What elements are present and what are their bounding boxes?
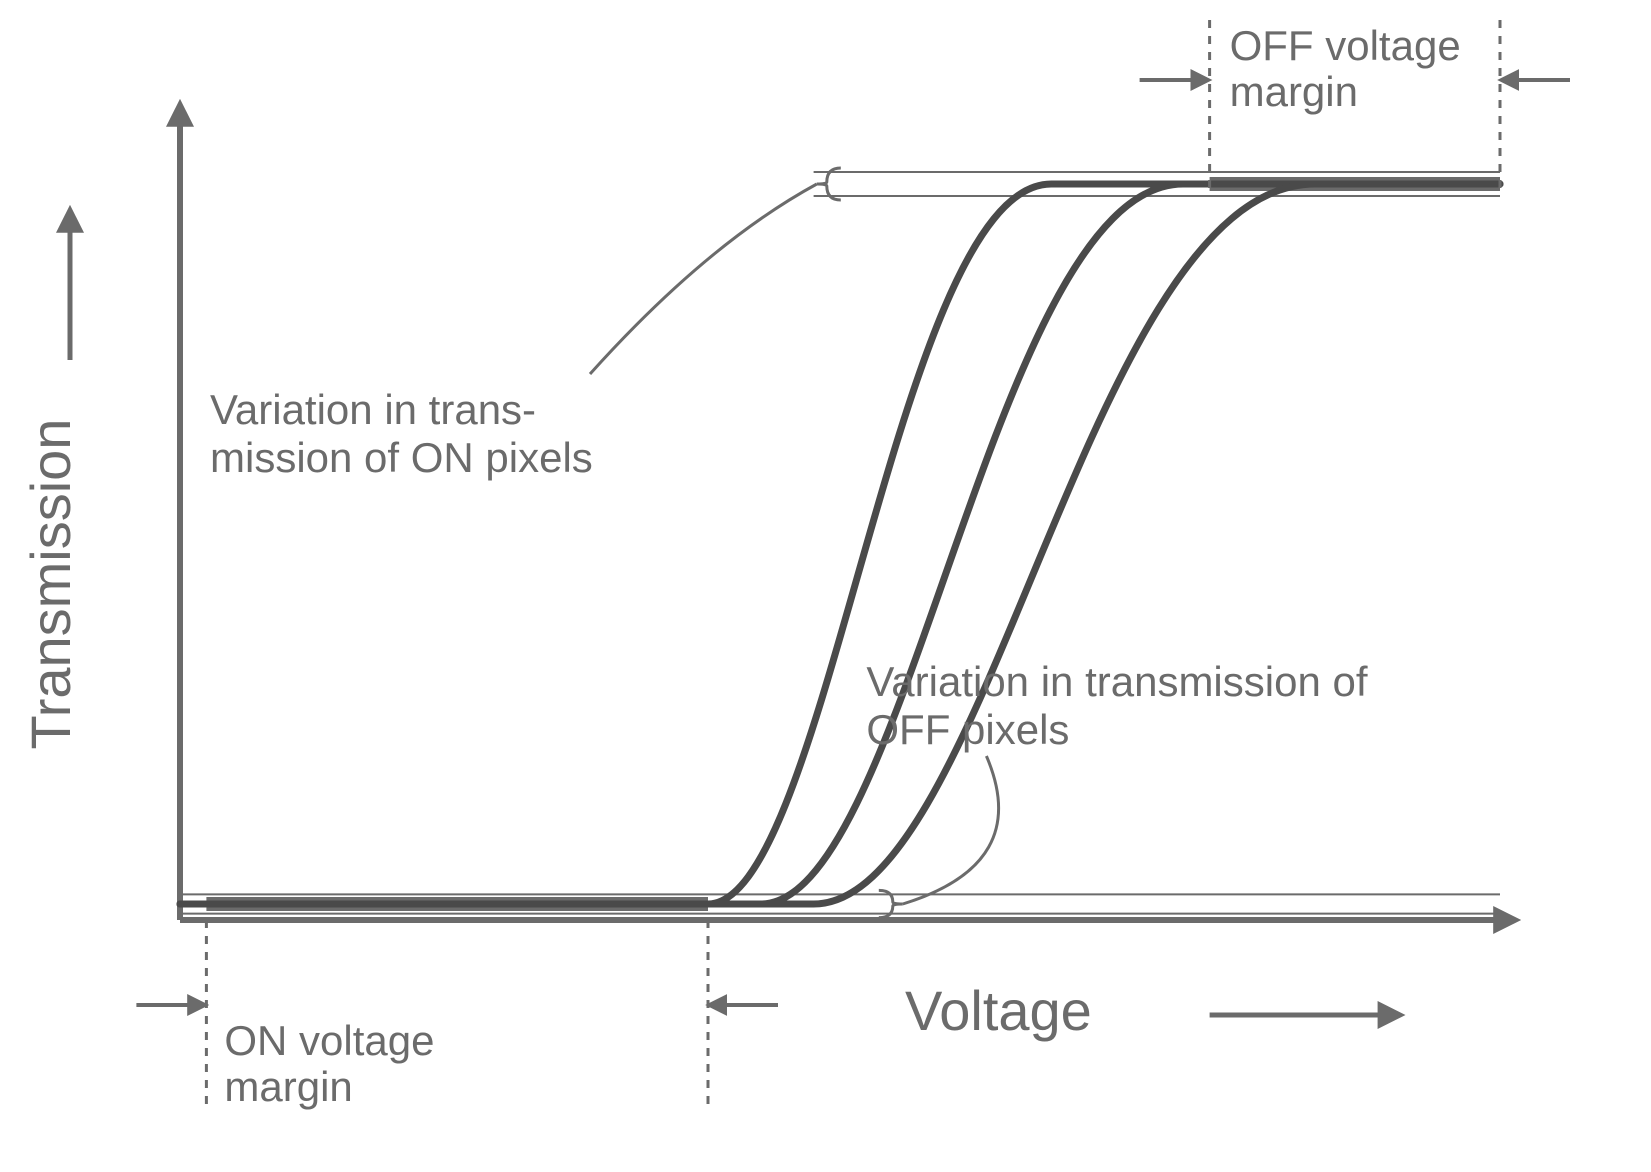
off-margin-label-0: OFF voltage <box>1230 22 1461 69</box>
off-variation-label-1: OFF pixels <box>866 706 1069 753</box>
off-margin-label-1: margin <box>1230 68 1358 115</box>
off-variation-leader <box>903 756 999 904</box>
curve-2 <box>180 184 1500 904</box>
on-variation-label-0: Variation in trans- <box>210 386 536 433</box>
on-margin-label-1: margin <box>224 1063 352 1110</box>
y-axis-label: Transmission <box>19 419 82 750</box>
chart-svg: TransmissionVoltageON voltagemarginOFF v… <box>0 0 1651 1172</box>
on-variation-label-1: mission of ON pixels <box>210 434 593 481</box>
curve-1 <box>180 184 1500 904</box>
x-axis-label: Voltage <box>905 979 1092 1042</box>
curve-0 <box>180 184 1500 904</box>
on-margin-label-0: ON voltage <box>224 1017 434 1064</box>
on-variation-leader <box>590 184 817 374</box>
off-variation-label-0: Variation in transmission of <box>866 658 1367 705</box>
